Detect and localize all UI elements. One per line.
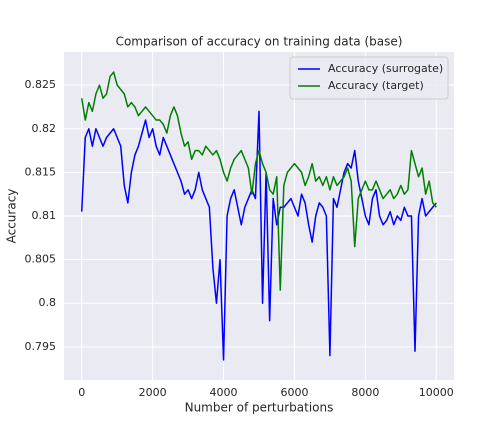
x-tick-label: 4000 — [210, 386, 238, 399]
y-tick-label: 0.81 — [32, 209, 57, 222]
legend-label: Accuracy (target) — [328, 79, 424, 92]
data-line — [80, 71, 437, 291]
x-tick-label: 0 — [78, 386, 85, 399]
x-tick-label: 8000 — [351, 386, 379, 399]
data-line — [80, 110, 437, 361]
y-axis-label: Accuracy — [5, 189, 19, 244]
y-tick-label: 0.82 — [32, 122, 57, 135]
y-tick-label: 0.815 — [25, 165, 57, 178]
chart-title: Comparison of accuracy on training data … — [116, 35, 403, 49]
legend-label: Accuracy (surrogate) — [328, 62, 443, 75]
y-tick-label: 0.825 — [25, 78, 57, 91]
x-axis-label: Number of perturbations — [185, 401, 334, 415]
x-tick-label: 10000 — [419, 386, 454, 399]
y-tick-label: 0.8 — [39, 296, 57, 309]
x-tick-label: 6000 — [280, 386, 308, 399]
x-tick-label: 2000 — [139, 386, 167, 399]
legend: Accuracy (surrogate) Accuracy (target) — [289, 56, 449, 100]
legend-box — [289, 56, 449, 100]
y-tick-label: 0.795 — [25, 340, 57, 353]
y-tick-label: 0.805 — [25, 253, 57, 266]
